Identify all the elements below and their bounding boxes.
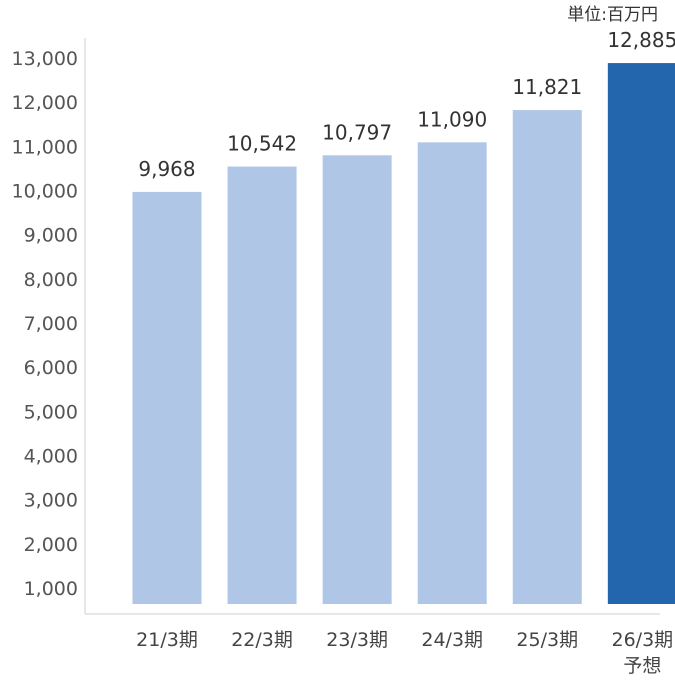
bar — [322, 155, 392, 604]
bar-value-label: 12,885 — [607, 28, 675, 52]
bar-value-label: 11,821 — [512, 75, 582, 99]
y-tick-label: 5,000 — [24, 401, 78, 423]
x-category-label: 25/3期 — [516, 629, 578, 651]
bar-value-label: 10,542 — [227, 132, 297, 156]
y-tick-label: 13,000 — [12, 48, 78, 70]
x-category-label: 21/3期 — [136, 629, 198, 651]
bars — [132, 63, 675, 605]
unit-label: 単位:百万円 — [567, 5, 658, 25]
x-category-label: 24/3期 — [421, 629, 483, 651]
y-tick-label: 8,000 — [24, 269, 78, 291]
x-category-label: 22/3期 — [231, 629, 293, 651]
y-tick-label: 7,000 — [24, 313, 78, 335]
x-category-sublabel: 予想 — [623, 655, 661, 677]
bar — [607, 63, 675, 605]
bar — [512, 110, 582, 604]
y-tick-label: 9,000 — [24, 225, 78, 247]
x-category-label: 26/3期 — [611, 629, 673, 651]
bar-value-label: 9,968 — [138, 157, 195, 181]
y-tick-label: 6,000 — [24, 357, 78, 379]
y-tick-label: 3,000 — [24, 490, 78, 512]
y-tick-label: 4,000 — [24, 446, 78, 468]
y-tick-label: 11,000 — [12, 136, 78, 158]
x-category-label: 23/3期 — [326, 629, 388, 651]
bar-value-label: 11,090 — [417, 107, 487, 131]
y-tick-label: 12,000 — [12, 92, 78, 114]
bar — [227, 166, 297, 605]
y-tick-label: 1,000 — [24, 578, 78, 600]
bar — [132, 191, 202, 604]
y-tick-label: 2,000 — [24, 534, 78, 556]
value-labels: 9,968 10,542 10,797 11,090 11,821 12,885 — [138, 28, 675, 181]
y-tick-label: 10,000 — [12, 181, 78, 203]
bar-value-label: 10,797 — [322, 120, 392, 144]
bar — [417, 142, 487, 604]
y-axis: 1,000 2,000 3,000 4,000 5,000 6,000 7,000 8,000… — [12, 38, 86, 614]
